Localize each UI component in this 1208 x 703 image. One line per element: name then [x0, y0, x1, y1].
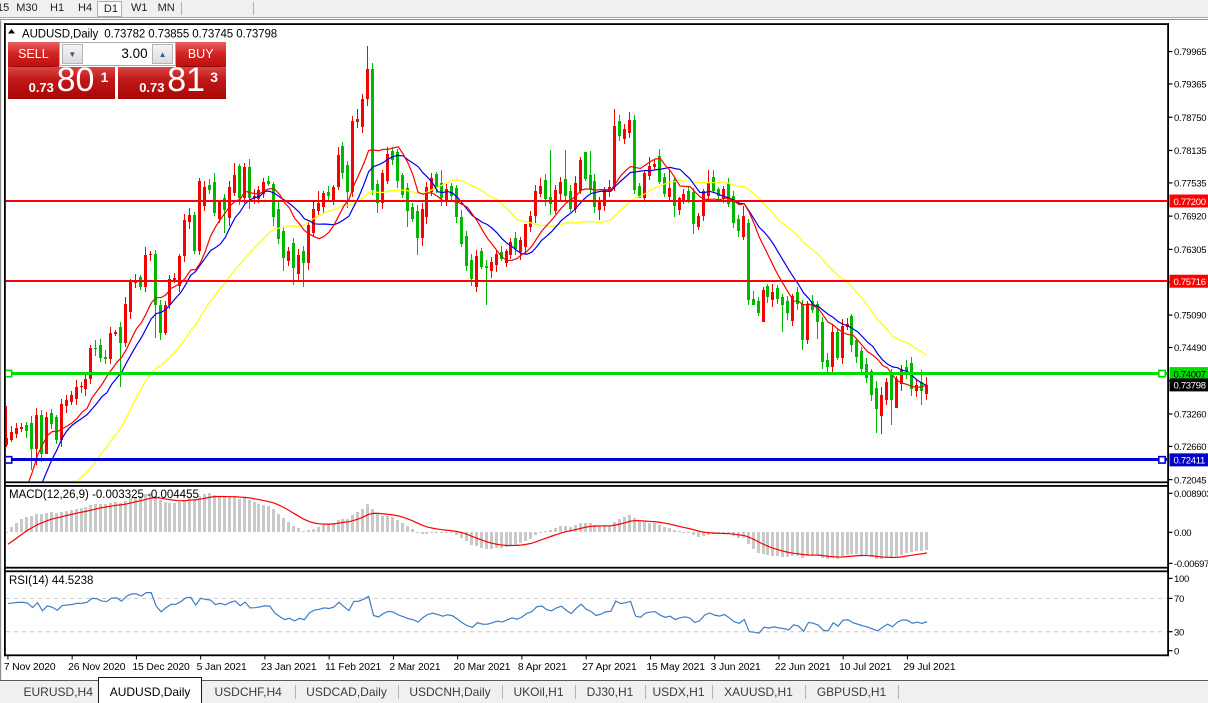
svg-text:11 Feb 2021: 11 Feb 2021: [325, 662, 381, 673]
svg-text:MACD(12,26,9) -0.003325 -0.004: MACD(12,26,9) -0.003325 -0.004455: [9, 489, 199, 501]
svg-text:RSI(14) 44.5238: RSI(14) 44.5238: [9, 575, 93, 587]
svg-text:23 Jan 2021: 23 Jan 2021: [261, 662, 317, 673]
svg-text:0.73260: 0.73260: [1174, 410, 1206, 421]
svg-text:8 Apr 2021: 8 Apr 2021: [518, 662, 567, 673]
svg-text:0.76305: 0.76305: [1174, 245, 1206, 256]
svg-text:5 Jan 2021: 5 Jan 2021: [197, 662, 247, 673]
svg-text:0.00: 0.00: [1174, 528, 1191, 539]
svg-text:0.74007: 0.74007: [1174, 369, 1206, 380]
svg-text:27 Apr 2021: 27 Apr 2021: [582, 662, 637, 673]
svg-text:0.75090: 0.75090: [1174, 311, 1206, 322]
svg-text:20 Mar 2021: 20 Mar 2021: [454, 662, 511, 673]
svg-text:26 Nov 2020: 26 Nov 2020: [68, 662, 126, 673]
svg-text:0.75716: 0.75716: [1174, 277, 1206, 288]
svg-text:7 Nov 2020: 7 Nov 2020: [4, 662, 56, 673]
svg-text:0.77200: 0.77200: [1174, 197, 1206, 208]
svg-text:15 Dec 2020: 15 Dec 2020: [132, 662, 190, 673]
svg-text:0.72660: 0.72660: [1174, 442, 1206, 453]
svg-text:0: 0: [1174, 646, 1179, 657]
svg-text:10 Jul 2021: 10 Jul 2021: [839, 662, 892, 673]
svg-text:70: 70: [1174, 594, 1184, 605]
svg-text:0.73798: 0.73798: [1174, 381, 1206, 392]
svg-text:29 Jul 2021: 29 Jul 2021: [903, 662, 956, 673]
svg-text:0.74490: 0.74490: [1174, 343, 1206, 354]
svg-text:15 May 2021: 15 May 2021: [646, 662, 705, 673]
svg-text:100: 100: [1174, 574, 1189, 585]
svg-text:0.79365: 0.79365: [1174, 80, 1206, 91]
svg-text:0.72045: 0.72045: [1174, 475, 1206, 486]
svg-text:22 Jun 2021: 22 Jun 2021: [775, 662, 831, 673]
svg-text:2 Mar 2021: 2 Mar 2021: [389, 662, 440, 673]
svg-text:0.79965: 0.79965: [1174, 47, 1206, 58]
svg-text:0.77535: 0.77535: [1174, 178, 1206, 189]
svg-text:3 Jun 2021: 3 Jun 2021: [711, 662, 761, 673]
svg-text:0.008903: 0.008903: [1174, 489, 1208, 500]
svg-text:30: 30: [1174, 627, 1184, 638]
svg-text:0.76920: 0.76920: [1174, 212, 1206, 223]
svg-text:0.72411: 0.72411: [1174, 456, 1206, 467]
svg-text:AUDUSD,Daily 0.73782 0.73855: AUDUSD,Daily 0.73782 0.73855 0.73745 0.7…: [22, 29, 277, 41]
svg-text:0.78750: 0.78750: [1174, 113, 1206, 124]
svg-text:-0.00697: -0.00697: [1174, 559, 1208, 570]
svg-text:0.78135: 0.78135: [1174, 146, 1206, 157]
